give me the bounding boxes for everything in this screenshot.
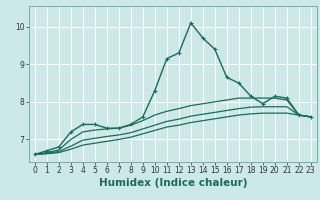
X-axis label: Humidex (Indice chaleur): Humidex (Indice chaleur): [99, 178, 247, 188]
